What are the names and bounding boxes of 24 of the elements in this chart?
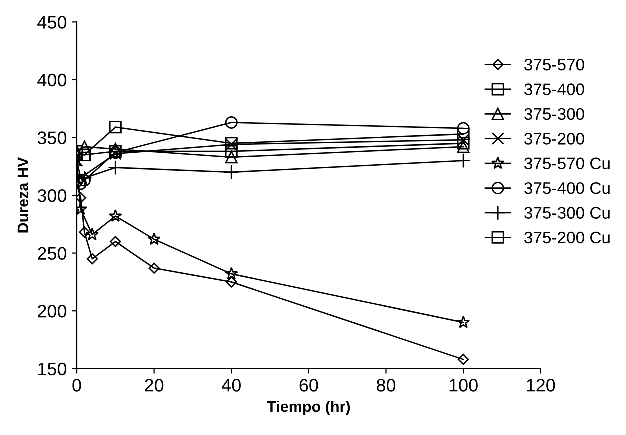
x-tick-label: 0 [72, 379, 82, 392]
legend-label: 375-570 [524, 58, 584, 71]
x-tick-label: 80 [376, 379, 396, 392]
legend-label: 375-200 [524, 133, 584, 145]
y-axis-title: Dureza HV [18, 157, 29, 233]
legend-label: 375-300 [524, 108, 584, 120]
y-tick-label: 400 [38, 74, 67, 87]
x-axis-title: Tiempo (hr) [267, 400, 350, 416]
y-tick-label: 350 [38, 132, 67, 144]
y-tick-label: 150 [38, 362, 67, 376]
x-tick-label: 100 [450, 379, 478, 392]
y-tick-label: 250 [38, 247, 67, 260]
x-tick-label: 60 [300, 379, 318, 392]
x-tick-label: 40 [222, 379, 241, 392]
y-tick-label: 300 [38, 189, 67, 202]
y-tick-label: 200 [38, 305, 67, 318]
legend-label: 375-400 [524, 84, 584, 96]
x-tick-label: 120 [527, 379, 556, 392]
legend-label: 375-570 Cu [524, 158, 610, 170]
legend-label: 375-200 Cu [524, 232, 610, 244]
x-tick-label: 20 [145, 379, 164, 392]
legend-label: 375-400 Cu [524, 182, 610, 194]
y-tick-label: 450 [38, 16, 67, 29]
legend-label: 375-300 Cu [524, 207, 610, 219]
